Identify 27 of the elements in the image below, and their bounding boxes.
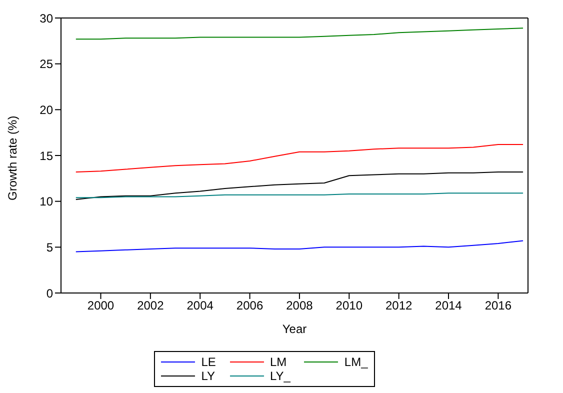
y-tick-label: 5 xyxy=(46,240,54,254)
legend-label: LE xyxy=(201,355,216,369)
y-tick-label: 20 xyxy=(40,102,54,117)
x-tick-label: 2016 xyxy=(484,298,512,313)
x-tick-label: 2006 xyxy=(236,298,264,313)
x-tick-label: 2004 xyxy=(186,298,214,313)
y-tick-label: 25 xyxy=(40,57,54,72)
y-tick-label: 15 xyxy=(40,148,54,163)
x-tick-label: 2014 xyxy=(435,298,462,313)
y-axis-title: Growth rate (%) xyxy=(5,116,20,200)
legend-label: LY xyxy=(201,369,216,383)
line-series xyxy=(75,28,524,40)
y-tick-label: 30 xyxy=(40,11,54,26)
line-series xyxy=(75,240,524,252)
line-series xyxy=(75,172,524,200)
legend-label: LM xyxy=(270,355,287,369)
x-tick-label: 2012 xyxy=(385,298,412,313)
x-tick-label: 2008 xyxy=(286,298,314,313)
y-tick-label: 0 xyxy=(46,286,54,300)
x-tick-label: 2002 xyxy=(137,298,164,313)
legend-label: LY_ xyxy=(270,369,290,383)
x-tick-label: 2010 xyxy=(336,298,363,313)
legend-label: LM_ xyxy=(344,355,368,369)
x-tick-label: 2000 xyxy=(87,298,114,313)
x-axis-title: Year xyxy=(282,322,307,336)
y-tick-label: 10 xyxy=(40,194,54,209)
line-series xyxy=(75,144,524,172)
